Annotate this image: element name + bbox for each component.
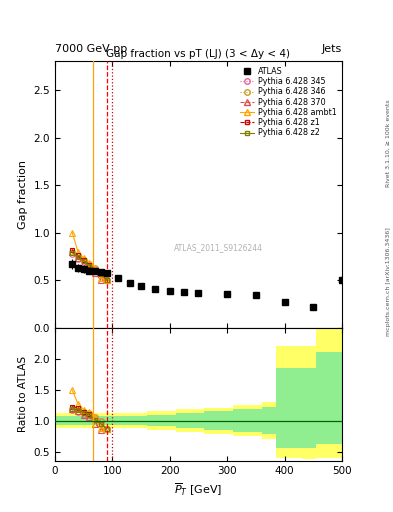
Pythia 6.428 z1 xyxy=(87,262,92,268)
Pythia 6.428 346 xyxy=(81,257,86,263)
Y-axis label: Ratio to ATLAS: Ratio to ATLAS xyxy=(18,356,28,432)
Pythia 6.428 346 xyxy=(70,248,75,254)
Legend: ATLAS, Pythia 6.428 345, Pythia 6.428 346, Pythia 6.428 370, Pythia 6.428 ambt1,: ATLAS, Pythia 6.428 345, Pythia 6.428 34… xyxy=(238,66,338,139)
Pythia 6.428 346 xyxy=(93,265,97,271)
Pythia 6.428 ambt1 xyxy=(70,229,75,236)
Pythia 6.428 370 xyxy=(104,277,109,283)
Line: Pythia 6.428 z2: Pythia 6.428 z2 xyxy=(70,250,109,282)
Text: Rivet 3.1.10, ≥ 100k events: Rivet 3.1.10, ≥ 100k events xyxy=(386,99,391,187)
Line: Pythia 6.428 z1: Pythia 6.428 z1 xyxy=(70,248,109,282)
Text: mcplots.cern.ch [arXiv:1306.3436]: mcplots.cern.ch [arXiv:1306.3436] xyxy=(386,227,391,336)
X-axis label: $\overline{P}_T$ [GeV]: $\overline{P}_T$ [GeV] xyxy=(174,481,222,498)
Pythia 6.428 345 xyxy=(93,266,97,272)
Pythia 6.428 ambt1 xyxy=(99,275,103,281)
Pythia 6.428 346 xyxy=(99,268,103,274)
Line: Pythia 6.428 345: Pythia 6.428 345 xyxy=(70,251,109,283)
Pythia 6.428 z2 xyxy=(81,258,86,264)
Line: Pythia 6.428 ambt1: Pythia 6.428 ambt1 xyxy=(70,230,109,283)
Pythia 6.428 ambt1 xyxy=(93,265,97,271)
Pythia 6.428 345 xyxy=(87,263,92,269)
Pythia 6.428 ambt1 xyxy=(104,277,109,283)
Pythia 6.428 z2 xyxy=(104,277,109,283)
Pythia 6.428 345 xyxy=(99,268,103,274)
Pythia 6.428 370 xyxy=(99,277,103,283)
Pythia 6.428 ambt1 xyxy=(75,248,80,254)
Pythia 6.428 z2 xyxy=(87,263,92,269)
Pythia 6.428 z2 xyxy=(70,249,75,255)
Pythia 6.428 370 xyxy=(87,265,92,271)
Pythia 6.428 345 xyxy=(75,256,80,262)
Pythia 6.428 z1 xyxy=(70,247,75,253)
Pythia 6.428 370 xyxy=(93,270,97,276)
Pythia 6.428 346 xyxy=(87,261,92,267)
Pythia 6.428 z1 xyxy=(104,277,109,283)
Pythia 6.428 345 xyxy=(104,277,109,283)
Pythia 6.428 z1 xyxy=(93,267,97,273)
Pythia 6.428 370 xyxy=(81,260,86,266)
Pythia 6.428 370 xyxy=(70,248,75,254)
Pythia 6.428 z1 xyxy=(99,271,103,278)
Text: Jets: Jets xyxy=(321,44,342,54)
Pythia 6.428 346 xyxy=(104,277,109,283)
Pythia 6.428 ambt1 xyxy=(81,255,86,261)
Pythia 6.428 370 xyxy=(75,255,80,261)
Line: Pythia 6.428 346: Pythia 6.428 346 xyxy=(70,249,109,283)
Pythia 6.428 z2 xyxy=(93,267,97,273)
Pythia 6.428 ambt1 xyxy=(87,260,92,266)
Pythia 6.428 345 xyxy=(81,259,86,265)
Text: 7000 GeV pp: 7000 GeV pp xyxy=(55,44,127,54)
Line: Pythia 6.428 370: Pythia 6.428 370 xyxy=(70,249,109,283)
Pythia 6.428 z2 xyxy=(75,254,80,261)
Pythia 6.428 z1 xyxy=(75,252,80,259)
Pythia 6.428 346 xyxy=(75,253,80,260)
Pythia 6.428 345 xyxy=(70,250,75,257)
Title: Gap fraction vs pT (LJ) (3 < Δy < 4): Gap fraction vs pT (LJ) (3 < Δy < 4) xyxy=(107,49,290,59)
Pythia 6.428 z1 xyxy=(81,257,86,263)
Text: ATLAS_2011_S9126244: ATLAS_2011_S9126244 xyxy=(174,243,263,252)
Pythia 6.428 z2 xyxy=(99,271,103,278)
Y-axis label: Gap fraction: Gap fraction xyxy=(18,160,28,229)
